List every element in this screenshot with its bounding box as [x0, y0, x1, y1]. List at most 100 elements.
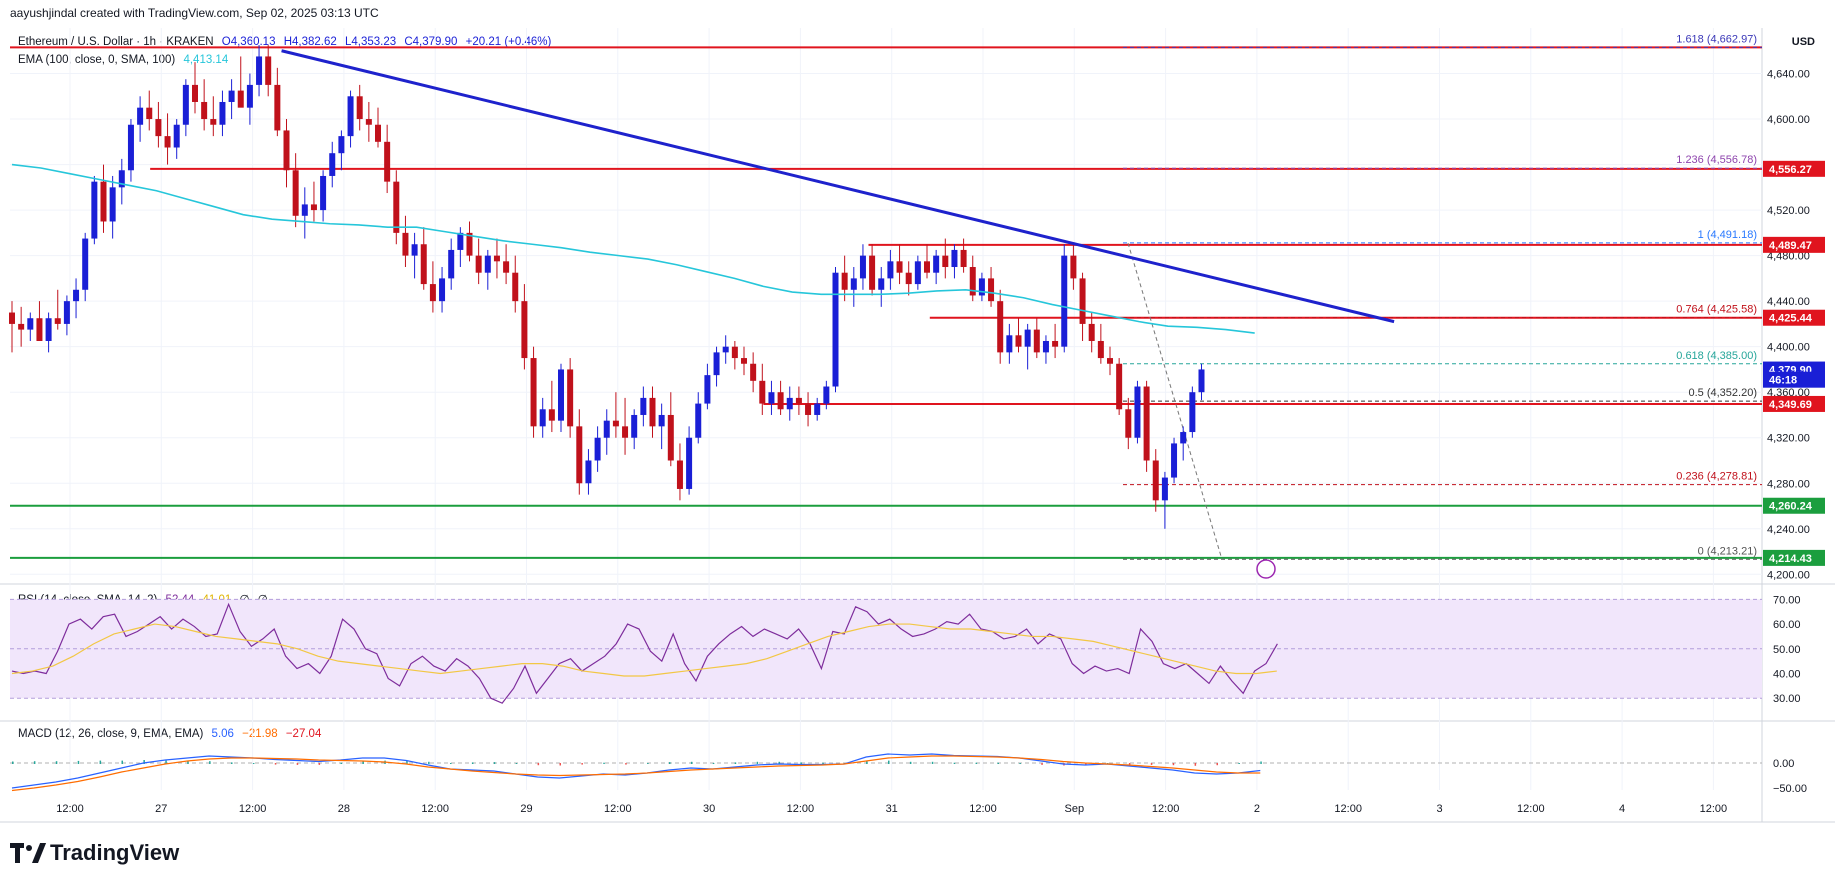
macd-histogram-bar: [209, 761, 211, 764]
candle-body: [786, 397, 793, 410]
price-label-text: 4,214.43: [1769, 553, 1812, 565]
candle-body: [9, 312, 15, 324]
candle-body: [576, 426, 583, 484]
candle-body: [1097, 340, 1104, 359]
rsi-tick-label: 60.00: [1773, 619, 1801, 631]
macd-histogram-bar: [12, 761, 14, 764]
macd-histogram-bar: [450, 763, 452, 764]
candle-body: [448, 249, 455, 279]
candle-body: [173, 124, 180, 148]
macd-histogram-bar: [537, 763, 540, 766]
macd-legend[interactable]: MACD (12, 26, close, 9, EMA, EMA) 5.06 −…: [18, 728, 326, 740]
candle-body: [622, 426, 629, 438]
macd-histogram-bar: [712, 763, 715, 764]
candle-body: [594, 437, 601, 461]
price-tick-label: 4,480.00: [1767, 251, 1810, 263]
candle-body: [612, 420, 619, 427]
candle-body: [1134, 386, 1141, 438]
rsi-ma-line: [11, 623, 1277, 677]
rsi-tick-label: 40.00: [1773, 669, 1801, 681]
candle-body: [54, 318, 61, 324]
time-tick-label: 31: [886, 803, 898, 815]
macd-histogram-bar: [997, 762, 999, 764]
time-tick-label: 29: [520, 803, 532, 815]
macd-histogram-bar: [296, 763, 299, 765]
rsi-line: [11, 602, 1278, 704]
candle-body: [914, 261, 921, 285]
open-value: O4,360.13: [221, 36, 276, 48]
candle-body: [631, 414, 638, 438]
candle-body: [164, 136, 171, 148]
macd-histogram-bar: [77, 760, 80, 764]
symbol-name: Ethereum / U.S. Dollar · 1h · KRAKEN: [18, 36, 214, 48]
candle-body: [667, 414, 674, 461]
candle-body: [539, 409, 546, 427]
symbol-legend[interactable]: Ethereum / U.S. Dollar · 1h · KRAKEN O4,…: [18, 36, 556, 48]
candle-body: [942, 255, 949, 268]
chart-header: aayushjindal created with TradingView.co…: [10, 6, 379, 20]
candle-body: [750, 363, 757, 381]
candle-body: [850, 278, 857, 290]
macd-tick-label: 0.00: [1773, 758, 1794, 770]
macd-histogram-bar: [866, 760, 868, 764]
price-tick-label: 4,320.00: [1767, 433, 1810, 445]
candle-body: [210, 119, 217, 125]
candle-body: [704, 375, 711, 404]
price-tick-label: 4,240.00: [1767, 524, 1810, 536]
candle-body: [1116, 363, 1123, 410]
macd-histogram-bar: [55, 761, 58, 764]
macd-histogram-bar: [252, 763, 255, 764]
fib-level-label: 0.5 (4,352.20): [1689, 387, 1758, 399]
candle-body: [356, 96, 363, 120]
fib-level-label: 0.236 (4,278.81): [1676, 471, 1757, 483]
fib-level-label: 1.236 (4,556.78): [1676, 154, 1757, 166]
candle-body: [192, 84, 198, 102]
price-label-text: 4,425.44: [1769, 313, 1813, 325]
price-label-box: [1763, 497, 1825, 514]
price-label-text: 4,556.27: [1769, 164, 1812, 176]
candle-body: [869, 255, 876, 290]
candle-body: [530, 358, 537, 427]
macd-hist-value: −27.04: [285, 728, 322, 740]
candle-body: [338, 136, 345, 154]
candle-body: [393, 181, 400, 233]
candle-body: [603, 420, 610, 438]
candle-body: [768, 392, 775, 404]
candle-body: [127, 124, 134, 171]
candle-body: [237, 90, 244, 108]
macd-histogram-bar: [559, 763, 561, 766]
candle-body: [649, 397, 656, 427]
macd-histogram-bar: [953, 762, 956, 764]
time-tick-label: 27: [155, 803, 167, 815]
currency-label[interactable]: USD: [1791, 36, 1815, 48]
candle-body: [512, 272, 519, 302]
candle-body: [841, 272, 848, 290]
candle-body: [1033, 329, 1040, 353]
candle-body: [814, 403, 821, 415]
time-tick-label: 12:00: [604, 803, 632, 815]
rsi-tick-label: 50.00: [1773, 644, 1801, 656]
macd-histogram-bar: [1194, 763, 1197, 766]
candle-body: [1161, 477, 1168, 501]
candle-body: [887, 261, 894, 279]
candle-body: [960, 249, 967, 268]
candle-body: [91, 181, 98, 239]
macd-histogram-bar: [33, 761, 36, 764]
macd-signal-value: −21.98: [242, 728, 278, 740]
macd-tick-label: −50.00: [1773, 783, 1807, 795]
candle-body: [493, 255, 500, 262]
tradingview-brand[interactable]: TradingView: [10, 840, 179, 866]
alert-icon: [1256, 559, 1276, 579]
macd-histogram-bar: [756, 761, 759, 764]
candle-body: [36, 318, 43, 341]
macd-histogram-bar: [362, 761, 364, 764]
fib-level-label: 0.764 (4,425.58): [1676, 304, 1757, 316]
price-label-box: [1763, 160, 1825, 177]
candle-body: [933, 255, 940, 273]
fib-level-label: 0.618 (4,385.00): [1676, 350, 1757, 362]
macd-histogram-bar: [340, 762, 342, 764]
candle-body: [997, 301, 1004, 353]
candle-body: [228, 90, 235, 102]
candle-body: [713, 352, 720, 376]
